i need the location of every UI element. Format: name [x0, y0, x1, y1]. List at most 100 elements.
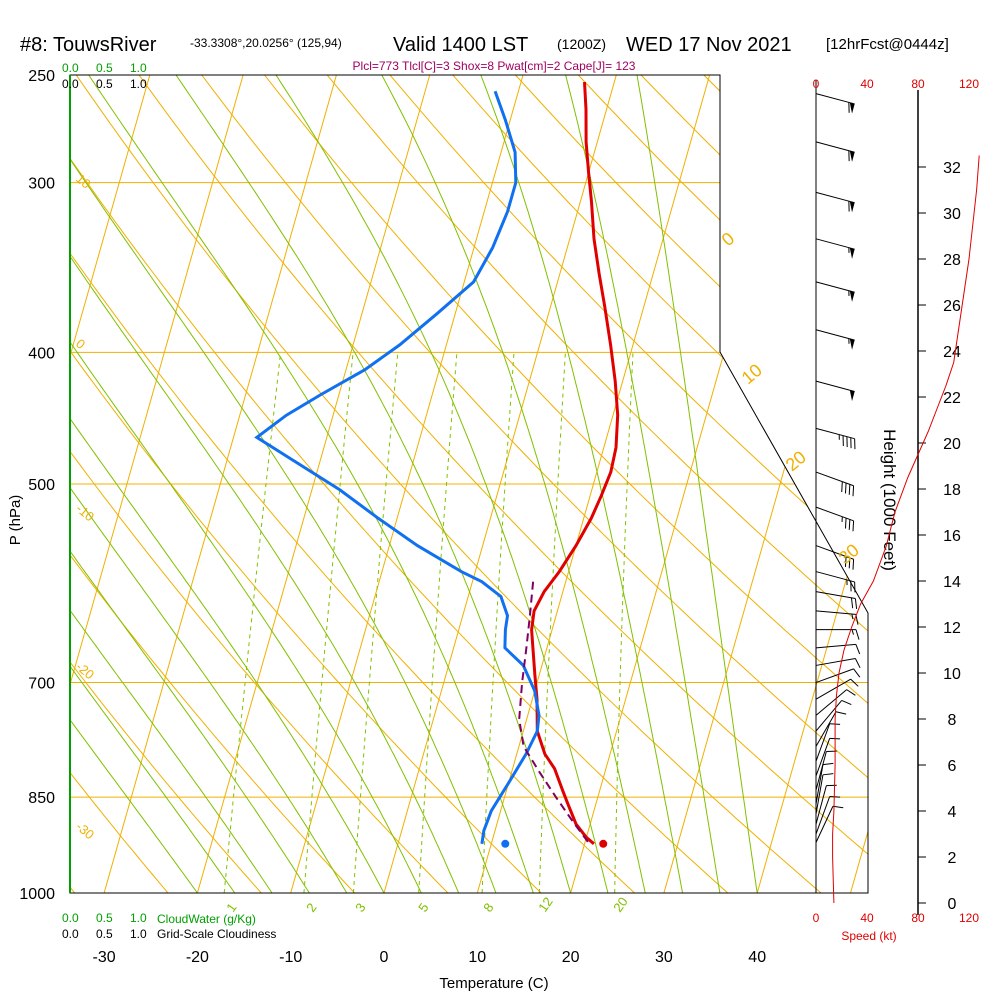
height-axis-title: Height (1000 Feet) — [880, 429, 899, 571]
sounding-series — [254, 81, 620, 845]
mixing-ratio-line — [418, 352, 458, 893]
height-tick-label: 10 — [943, 666, 961, 683]
height-tick-label: 0 — [948, 896, 957, 913]
wind-barbs — [815, 93, 861, 843]
temperature-tick-label: 0 — [380, 949, 389, 966]
station-title: #8: TouwsRiver — [20, 34, 157, 56]
wind-barb — [815, 329, 855, 350]
height-tick-label: 4 — [948, 804, 957, 821]
valid-time: Valid 1400 LST — [393, 34, 528, 56]
temperature-tick-label: -30 — [93, 949, 116, 966]
wind-barb — [815, 699, 852, 732]
cloud-scale-tick: 0.5 — [96, 911, 113, 925]
wind-barb — [816, 629, 860, 640]
wind-barb — [815, 805, 844, 843]
height-tick-label: 30 — [943, 206, 961, 223]
moist-adiabat-line — [70, 75, 497, 893]
wind-barb — [815, 191, 855, 213]
height-tick-label: 26 — [943, 298, 961, 315]
temperature-tick-label: 30 — [655, 949, 673, 966]
isotherm-line — [756, 75, 868, 893]
dry-adiabat-line — [70, 75, 729, 893]
moist-adiabat-line — [70, 75, 460, 893]
cloud-scale-tick: 0.5 — [96, 927, 113, 941]
pressure-tick-label: 400 — [28, 345, 55, 362]
wind-barb — [815, 427, 856, 450]
stability-indices: Plcl=773 Tlcl[C]=3 Shox=8 Pwat[cm]=2 Cap… — [353, 59, 636, 73]
dry-adiabat-line — [70, 75, 635, 893]
cloudwater-label: CloudWater (g/Kg) — [157, 912, 256, 926]
moist-adiabat-line — [70, 75, 236, 893]
height-tick-label: 14 — [943, 574, 961, 591]
pressure-tick-label: 700 — [28, 676, 55, 693]
speed-tick-label: 120 — [959, 911, 979, 925]
pressure-axis-title: P (hPa) — [7, 495, 24, 546]
height-tick-label: 32 — [943, 160, 961, 177]
temperature-axis-title: Temperature (C) — [439, 975, 548, 992]
cloud-scale-tick: 0.0 — [62, 77, 79, 91]
cloud-scale-tick: 0.0 — [62, 61, 79, 75]
height-tick-label: 16 — [943, 528, 961, 545]
dry-adiabat-line — [452, 75, 868, 893]
speed-tick-label: 0 — [813, 911, 820, 925]
isotherm-line — [850, 75, 868, 893]
cloud-scale-tick: 0.0 — [62, 911, 79, 925]
isotherm-line — [476, 75, 711, 893]
speed-tick-label: 0 — [813, 77, 820, 91]
pressure-tick-label: 850 — [28, 790, 55, 807]
isotherm-line — [70, 75, 151, 893]
temperature-tick-label: 20 — [562, 949, 580, 966]
dry-adiabat-line — [264, 75, 868, 893]
wind-barb — [815, 591, 858, 609]
mixing-ratio-label: 12 — [535, 894, 556, 914]
dewpoint-line — [254, 90, 541, 845]
wind-barb — [815, 711, 847, 747]
height-tick-label: 8 — [948, 712, 957, 729]
dry-adiabat-line — [70, 75, 449, 893]
speed-tick-label: 40 — [860, 77, 874, 91]
height-tick-label: 20 — [943, 436, 961, 453]
moist-adiabat-line — [70, 75, 385, 893]
wind-barb — [815, 668, 861, 684]
height-tick-label: 22 — [943, 390, 961, 407]
moist-adiabat-line — [381, 75, 646, 893]
dry-adiabat-line — [75, 75, 822, 893]
cloud-scale-tick: 0.0 — [62, 927, 79, 941]
dry-adiabat-line — [70, 75, 169, 893]
wind-speed-profile — [832, 155, 980, 904]
wind-barb — [815, 571, 856, 593]
moist-adiabat-line — [70, 75, 273, 893]
mixing-ratio-label: 3 — [352, 900, 368, 915]
cloud-scale: 0.0 0.5 1.0 0.0 0.5 1.0 0.0 0.5 1.0 0.0 0.5 1.0 — [62, 61, 147, 941]
height-tick-label: 12 — [943, 620, 961, 637]
wind-barb — [815, 506, 855, 532]
mixing-ratio-line — [481, 352, 515, 893]
cloud-scale-tick: 0.5 — [96, 61, 113, 75]
wind-barb — [815, 610, 859, 625]
temperature-tick-label: 10 — [468, 949, 486, 966]
moist-adiabat-line — [275, 75, 609, 893]
pressure-tick-label: 1000 — [19, 886, 55, 903]
moist-adiabat-label: 10 — [738, 360, 766, 388]
moist-adiabat-line — [175, 75, 572, 893]
wind-barb — [815, 762, 834, 805]
dry-adiabat-line — [326, 75, 868, 893]
dry-adiabat-line — [201, 75, 868, 893]
dry-adiabat-line — [138, 75, 868, 893]
speed-axis-title: Speed (kt) — [841, 929, 896, 943]
mixing-ratio-label: 20 — [610, 894, 631, 914]
speed-tick-label: 40 — [860, 911, 874, 925]
surface-dewpoint-point — [501, 839, 510, 848]
moist-adiabat-label: 0 — [718, 228, 739, 250]
wind-barb — [815, 238, 855, 259]
pressure-tick-label: 250 — [28, 68, 55, 85]
cloud-scale-tick: 1.0 — [130, 61, 147, 75]
temperature-line — [530, 81, 620, 845]
moist-adiabat-line — [480, 75, 684, 893]
moist-adiabat-label: 20 — [782, 447, 810, 475]
cloudiness-label: Grid-Scale Cloudiness — [157, 927, 276, 941]
speed-tick-label: 80 — [911, 77, 925, 91]
